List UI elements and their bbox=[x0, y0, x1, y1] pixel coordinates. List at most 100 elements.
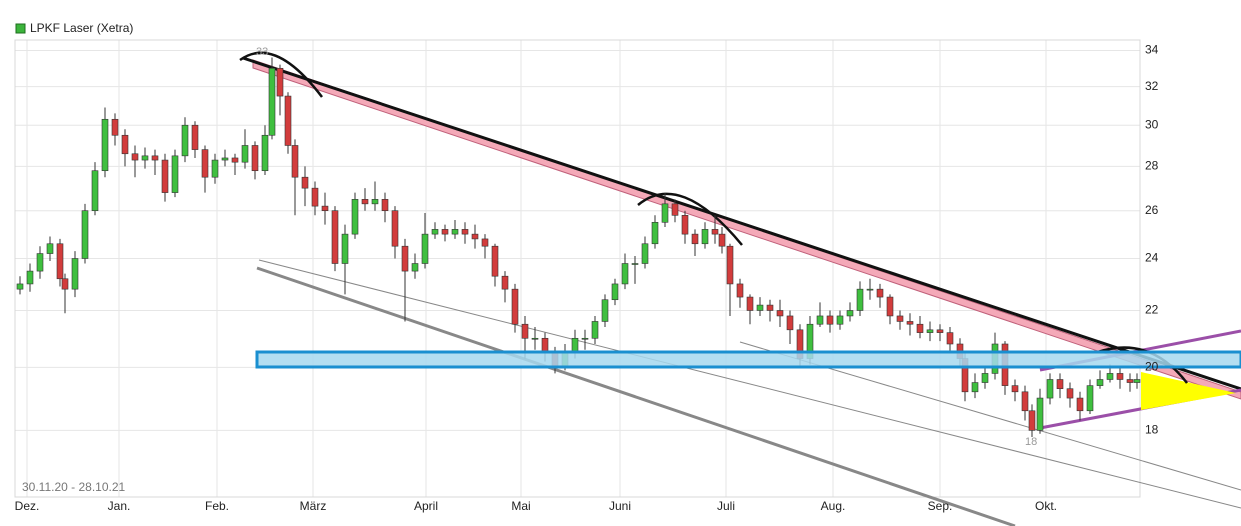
candles bbox=[16, 57, 1141, 438]
candle-body bbox=[401, 245, 409, 272]
x-tick-label: März bbox=[300, 499, 327, 513]
candle-body bbox=[351, 199, 359, 235]
candle-body bbox=[926, 329, 934, 333]
plot-frame bbox=[14, 39, 1141, 498]
candle-body bbox=[268, 67, 276, 136]
x-tick-label: Mai bbox=[511, 499, 530, 513]
candle-body bbox=[1133, 379, 1141, 383]
candle-body bbox=[661, 203, 669, 223]
candle-body bbox=[1028, 410, 1036, 431]
candle-body bbox=[331, 210, 339, 264]
candle-body bbox=[936, 329, 944, 333]
candle-body bbox=[251, 145, 259, 172]
candle-body bbox=[56, 243, 64, 280]
candle-body bbox=[981, 373, 989, 383]
candle-body bbox=[836, 315, 844, 325]
candle-body bbox=[1126, 379, 1134, 383]
candle-body bbox=[201, 149, 209, 178]
candle-body bbox=[971, 382, 979, 393]
legend-swatch bbox=[15, 23, 26, 34]
x-tick-label: Dez. bbox=[15, 499, 40, 513]
candle-body bbox=[601, 299, 609, 322]
y-tick-label: 30 bbox=[1145, 117, 1159, 131]
candle-body bbox=[91, 170, 99, 211]
x-tick-label: Jan. bbox=[108, 499, 131, 513]
candle-body bbox=[1046, 379, 1054, 399]
candle-body bbox=[121, 134, 129, 155]
candle-body bbox=[1096, 379, 1104, 386]
candle-body bbox=[211, 159, 219, 178]
candle-body bbox=[1076, 397, 1084, 412]
candle-body bbox=[451, 229, 459, 235]
candle-body bbox=[461, 229, 469, 235]
candle-body bbox=[671, 203, 679, 216]
candle-body bbox=[391, 210, 399, 247]
candle-body bbox=[1021, 391, 1029, 412]
candle-body bbox=[511, 288, 519, 325]
candle-body bbox=[131, 153, 139, 161]
x-tick-label: Okt. bbox=[1035, 499, 1057, 513]
candle-body bbox=[181, 124, 189, 157]
candle-body bbox=[261, 134, 269, 172]
candle-body bbox=[591, 321, 599, 339]
candle-body bbox=[301, 176, 309, 189]
arc bbox=[239, 51, 323, 98]
annotation: 18 bbox=[1025, 436, 1037, 448]
support-zone bbox=[255, 350, 1241, 369]
candle-body bbox=[756, 304, 764, 311]
candle-body bbox=[718, 233, 726, 247]
candle-body bbox=[141, 155, 149, 161]
y-tick-label: 34 bbox=[1145, 43, 1159, 57]
candle-body bbox=[371, 199, 379, 205]
candle-body bbox=[691, 233, 699, 245]
candle-body bbox=[1056, 379, 1064, 390]
candle-body bbox=[276, 67, 284, 97]
candle-body bbox=[71, 258, 79, 290]
candle-body bbox=[284, 95, 292, 146]
candle-body bbox=[341, 233, 349, 264]
candle-body bbox=[946, 332, 954, 345]
candle-body bbox=[191, 124, 199, 150]
candle-body bbox=[381, 199, 389, 211]
annotation: 33 bbox=[256, 46, 268, 58]
y-tick-label: 32 bbox=[1145, 79, 1159, 93]
candle-body bbox=[1116, 373, 1124, 380]
candle-body bbox=[916, 323, 924, 333]
candle-body bbox=[906, 321, 914, 325]
candle-body bbox=[896, 315, 904, 322]
candle-body bbox=[241, 145, 249, 163]
candle-body bbox=[846, 310, 854, 317]
candle-body bbox=[471, 233, 479, 240]
candle-body bbox=[101, 118, 109, 172]
grid bbox=[15, 40, 1140, 497]
candle-body bbox=[411, 263, 419, 272]
candle-body bbox=[701, 229, 709, 245]
candle-body bbox=[151, 155, 159, 161]
date-range: 30.11.20 - 28.10.21 bbox=[22, 480, 126, 494]
candle-body bbox=[36, 253, 44, 272]
candle-body bbox=[171, 155, 179, 193]
candle-body bbox=[1106, 373, 1114, 380]
trend-line bbox=[242, 56, 1241, 391]
candle-body bbox=[431, 229, 439, 235]
candle-body bbox=[776, 310, 784, 317]
y-tick-label: 24 bbox=[1145, 251, 1159, 265]
candle-body bbox=[16, 283, 24, 290]
candle-body bbox=[736, 283, 744, 298]
candle-body bbox=[501, 275, 509, 290]
candle-body bbox=[81, 210, 89, 259]
candle-body bbox=[46, 243, 54, 254]
candle-body bbox=[1086, 385, 1094, 412]
candle-body bbox=[1036, 397, 1044, 431]
candle-body bbox=[161, 159, 169, 193]
x-tick-label: Juli bbox=[717, 499, 735, 513]
candle-body bbox=[221, 157, 229, 161]
candle-body bbox=[876, 288, 884, 298]
candle-body bbox=[481, 238, 489, 247]
y-tick-label: 20 bbox=[1145, 360, 1159, 374]
candle-body bbox=[681, 215, 689, 235]
candle-body bbox=[321, 205, 329, 211]
candle-body bbox=[1011, 385, 1019, 393]
